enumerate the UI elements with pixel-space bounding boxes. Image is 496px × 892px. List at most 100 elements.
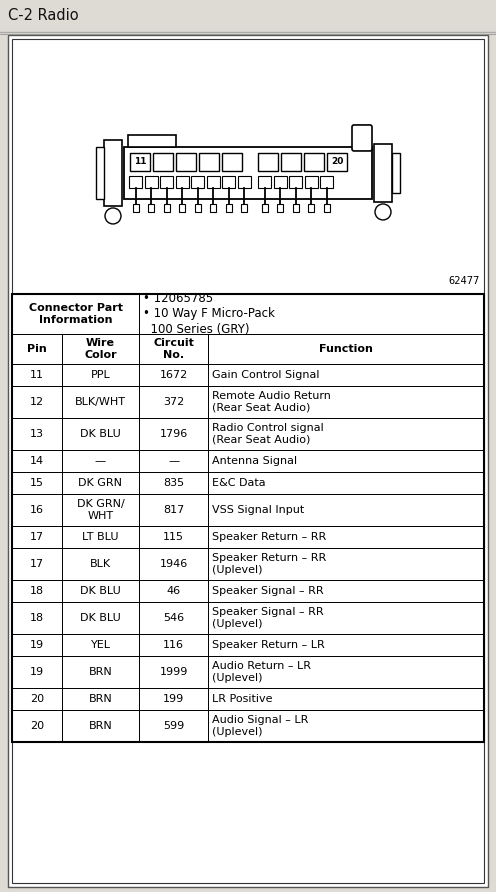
Text: Pin: Pin (27, 344, 47, 354)
Bar (208, 580, 484, 602)
Bar (62, 334, 139, 364)
Bar (139, 418, 208, 450)
Bar (132, 204, 138, 212)
Bar (139, 334, 208, 364)
Text: 546: 546 (163, 613, 184, 623)
Bar (139, 386, 208, 418)
Bar (176, 176, 188, 188)
Bar (238, 176, 250, 188)
Bar (139, 472, 208, 494)
Text: DK BLU: DK BLU (80, 429, 121, 439)
Bar (208, 472, 484, 494)
Text: Speaker Return – RR: Speaker Return – RR (212, 532, 326, 542)
Bar (12, 386, 62, 418)
Bar (12, 294, 484, 742)
Text: 46: 46 (167, 586, 181, 596)
Text: 19: 19 (30, 667, 44, 677)
Text: 20: 20 (30, 721, 44, 731)
Text: 599: 599 (163, 721, 185, 731)
Text: 20: 20 (331, 158, 343, 167)
Circle shape (105, 208, 121, 224)
Bar (12, 602, 62, 634)
Bar (62, 364, 139, 386)
Bar (305, 176, 317, 188)
Bar (208, 494, 484, 526)
Text: 11: 11 (134, 158, 146, 167)
Bar (139, 494, 208, 526)
Bar (12, 710, 62, 742)
Bar (323, 204, 329, 212)
Text: C-2 Radio: C-2 Radio (8, 9, 79, 23)
Bar (139, 710, 208, 742)
Text: Speaker Return – LR: Speaker Return – LR (212, 640, 324, 650)
Bar (208, 386, 484, 418)
Bar (258, 176, 271, 188)
Bar (12, 688, 62, 710)
Text: 12: 12 (30, 397, 44, 407)
Bar (208, 450, 484, 472)
Text: BLK: BLK (90, 559, 111, 569)
Bar (179, 204, 185, 212)
Bar (273, 176, 287, 188)
Text: 372: 372 (163, 397, 185, 407)
Text: 18: 18 (30, 613, 44, 623)
Bar (208, 334, 484, 364)
Bar (277, 204, 283, 212)
Bar (208, 688, 484, 710)
Text: DK BLU: DK BLU (80, 613, 121, 623)
Text: LT BLU: LT BLU (82, 532, 119, 542)
Bar (62, 548, 139, 580)
Bar (62, 526, 139, 548)
Bar (62, 710, 139, 742)
Text: 835: 835 (163, 478, 184, 488)
Bar (12, 334, 62, 364)
Bar (62, 472, 139, 494)
Text: 1796: 1796 (160, 429, 188, 439)
Bar (208, 656, 484, 688)
Text: 1999: 1999 (160, 667, 188, 677)
Bar (62, 602, 139, 634)
Bar (12, 294, 139, 334)
Bar (124, 147, 372, 199)
Text: Audio Signal – LR
(Uplevel): Audio Signal – LR (Uplevel) (212, 715, 308, 737)
Text: BLK/WHT: BLK/WHT (75, 397, 126, 407)
Text: Connector Part
Information: Connector Part Information (29, 303, 123, 325)
Text: Gain Control Signal: Gain Control Signal (212, 370, 319, 380)
Bar (222, 176, 235, 188)
Bar (62, 580, 139, 602)
Text: DK BLU: DK BLU (80, 586, 121, 596)
Bar (12, 418, 62, 450)
Bar (176, 153, 196, 171)
Bar (208, 526, 484, 548)
Bar (308, 204, 314, 212)
Text: 116: 116 (163, 640, 184, 650)
Bar (139, 634, 208, 656)
Bar (226, 204, 232, 212)
Bar (208, 634, 484, 656)
Text: BRN: BRN (89, 667, 113, 677)
Bar (130, 153, 150, 171)
Bar (62, 450, 139, 472)
Bar (104, 140, 122, 206)
Text: 19: 19 (30, 640, 44, 650)
Bar (12, 364, 62, 386)
Bar (12, 494, 62, 526)
Bar (139, 450, 208, 472)
Bar (208, 418, 484, 450)
Text: Remote Audio Return
(Rear Seat Audio): Remote Audio Return (Rear Seat Audio) (212, 391, 331, 413)
Text: 62477: 62477 (449, 276, 480, 286)
Bar (208, 364, 484, 386)
Text: 16: 16 (30, 505, 44, 515)
Bar (62, 688, 139, 710)
Text: Speaker Signal – RR
(Uplevel): Speaker Signal – RR (Uplevel) (212, 607, 323, 629)
Text: Speaker Signal – RR: Speaker Signal – RR (212, 586, 323, 596)
Bar (12, 450, 62, 472)
Text: 17: 17 (30, 559, 44, 569)
Bar (12, 526, 62, 548)
Bar (194, 204, 200, 212)
Text: BRN: BRN (89, 694, 113, 704)
Bar (199, 153, 219, 171)
Bar (208, 548, 484, 580)
Text: Wire
Color: Wire Color (84, 338, 117, 360)
Text: 1946: 1946 (160, 559, 188, 569)
